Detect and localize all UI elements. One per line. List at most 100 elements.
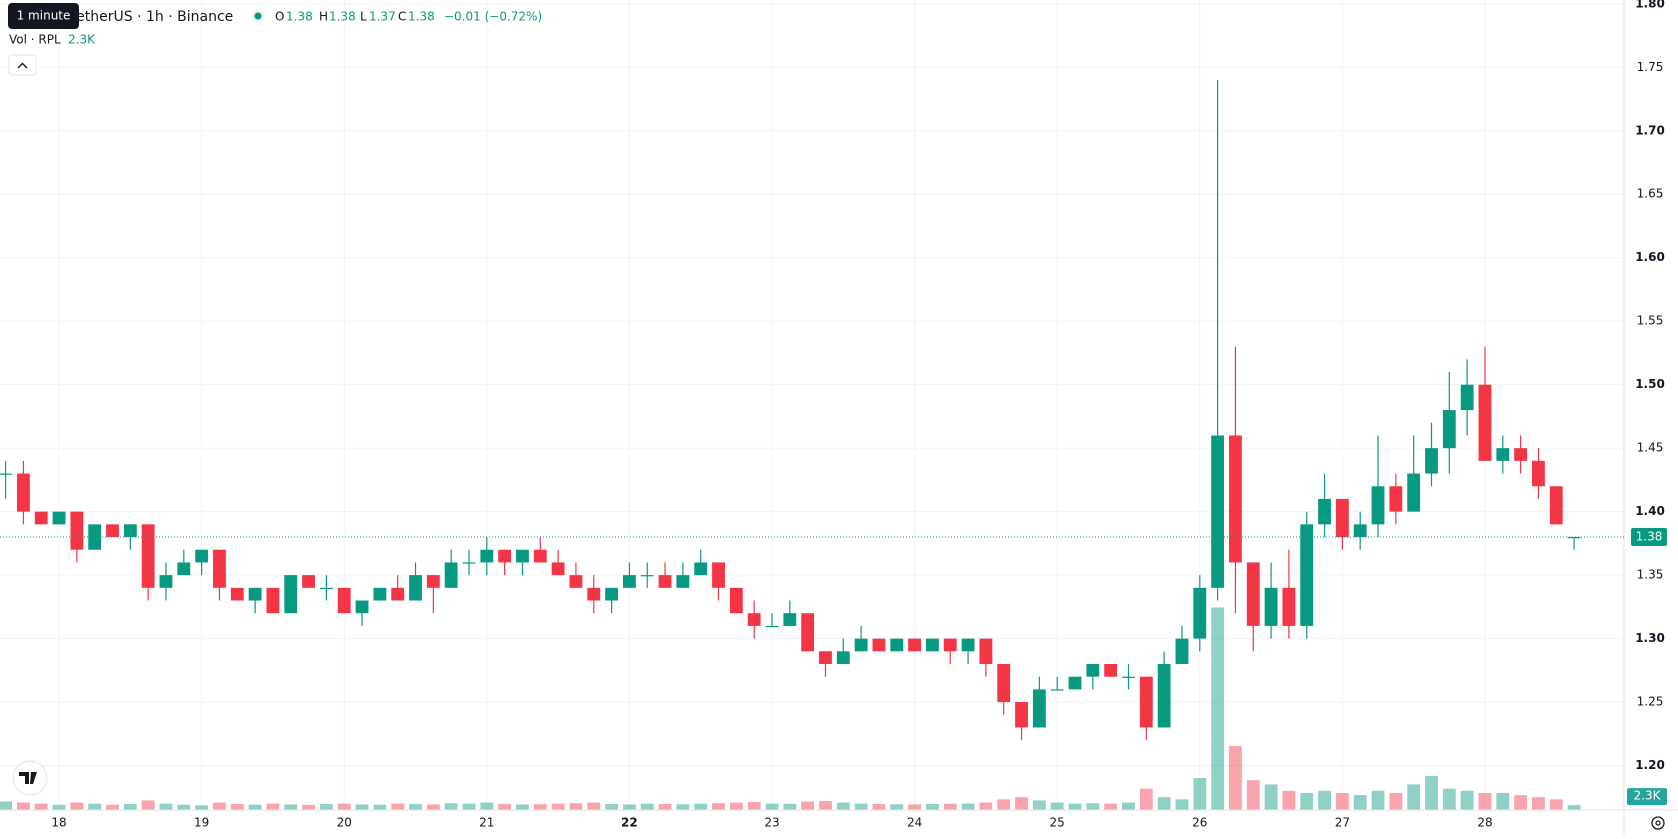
candle-body [1122,676,1135,678]
volume-bar [88,803,102,810]
settings-icon-center [1655,820,1661,826]
candle-body [177,562,191,576]
volume-bar [979,802,993,810]
candle-body [1371,486,1385,525]
candle-body [836,651,850,664]
volume-bar [16,802,30,810]
volume-bar [872,804,886,810]
candle-body [1086,663,1100,677]
candle-body [1104,663,1118,677]
logo[interactable] [12,760,48,796]
volume-bar [1139,788,1153,810]
candle-body [302,575,315,588]
y-tick-label: 1.20 [1635,758,1665,772]
volume-bar [836,802,850,810]
volume-bar [640,803,654,810]
candle-body [88,524,102,550]
candle-body [1389,486,1403,512]
candle-body [622,575,636,588]
tooltip: 1 minute [17,9,71,23]
candle-body [908,638,922,652]
candle-body [34,511,48,525]
candle-body [640,575,654,577]
volume-bar [34,803,48,810]
volume-bar [52,804,66,810]
candle-body [819,651,832,664]
volume-bar [997,799,1011,810]
legend-change: −0.01 (−0.72%) [444,10,542,24]
volume-bar [551,803,565,810]
candle-body [213,549,226,588]
candle-body [1282,587,1296,626]
candle-body [1300,524,1314,626]
legend-value: 1.37 [369,10,396,24]
candle-layer [0,79,1581,741]
volume-bar [926,804,939,810]
candle-body [16,473,30,512]
candle-body [1496,448,1510,461]
volume-bar [1496,792,1510,810]
settings-button[interactable] [1651,816,1665,830]
volume-bar [1122,802,1135,810]
candle-body [1407,473,1421,512]
volume-bar [587,802,601,810]
volume-bar [195,805,209,810]
volume-bar [1175,799,1189,810]
logo-circle[interactable] [12,760,48,796]
volume-bar [391,803,405,810]
x-tick-label: 25 [1050,816,1065,830]
x-tick-label: 26 [1192,816,1207,830]
tooltip-box [8,3,79,29]
volume-bar [355,804,369,810]
volume-bar [1460,790,1474,810]
volume-last: 2.3K [68,33,96,47]
legend-value: 1.38 [329,10,356,24]
volume-bar [426,804,440,810]
candle-body [70,511,84,550]
candle-body [462,562,476,564]
volume-bar [908,804,922,810]
volume-bar [605,804,619,810]
volume-bar [409,804,422,810]
status-dot [254,12,262,20]
settings-icon[interactable] [1651,816,1665,830]
candle-body [1442,410,1456,449]
volume-bar [1300,792,1314,810]
volume-bar [622,804,636,810]
candle-body [1157,663,1171,728]
volume-bar [1229,746,1242,810]
candle-body [319,587,333,590]
volume-bar [712,803,725,810]
candle-body [979,638,993,664]
x-tick-label: 28 [1477,816,1492,830]
candle-body [729,587,743,614]
volume-bar [1032,800,1046,810]
legend-value: 1.38 [286,10,313,24]
candle-body [391,587,405,601]
x-tick-label: 27 [1335,816,1350,830]
candle-body [355,600,369,614]
volume-bar [319,804,333,810]
candle-body [1353,524,1367,538]
candle-body [1335,498,1349,538]
candle-body [1193,587,1207,639]
candle-body [1211,435,1225,588]
candle-body [569,575,583,588]
volume-bar [1193,778,1207,810]
candle-body [926,638,939,652]
candle-body [890,638,904,652]
volume-bar [1157,797,1171,810]
collapse-button[interactable] [8,54,37,76]
volume-bar [961,803,975,810]
candle-body [1425,448,1438,474]
candle-body [195,549,209,563]
candle-body [1478,384,1492,461]
candle-body [694,562,708,576]
collapse-button-box[interactable] [8,54,37,76]
volume-bar [890,804,904,810]
y-tick-label: 1.80 [1635,0,1665,10]
x-tick-label: 20 [337,816,352,830]
volume-bar [1371,790,1385,810]
volume-bar [1068,803,1082,810]
